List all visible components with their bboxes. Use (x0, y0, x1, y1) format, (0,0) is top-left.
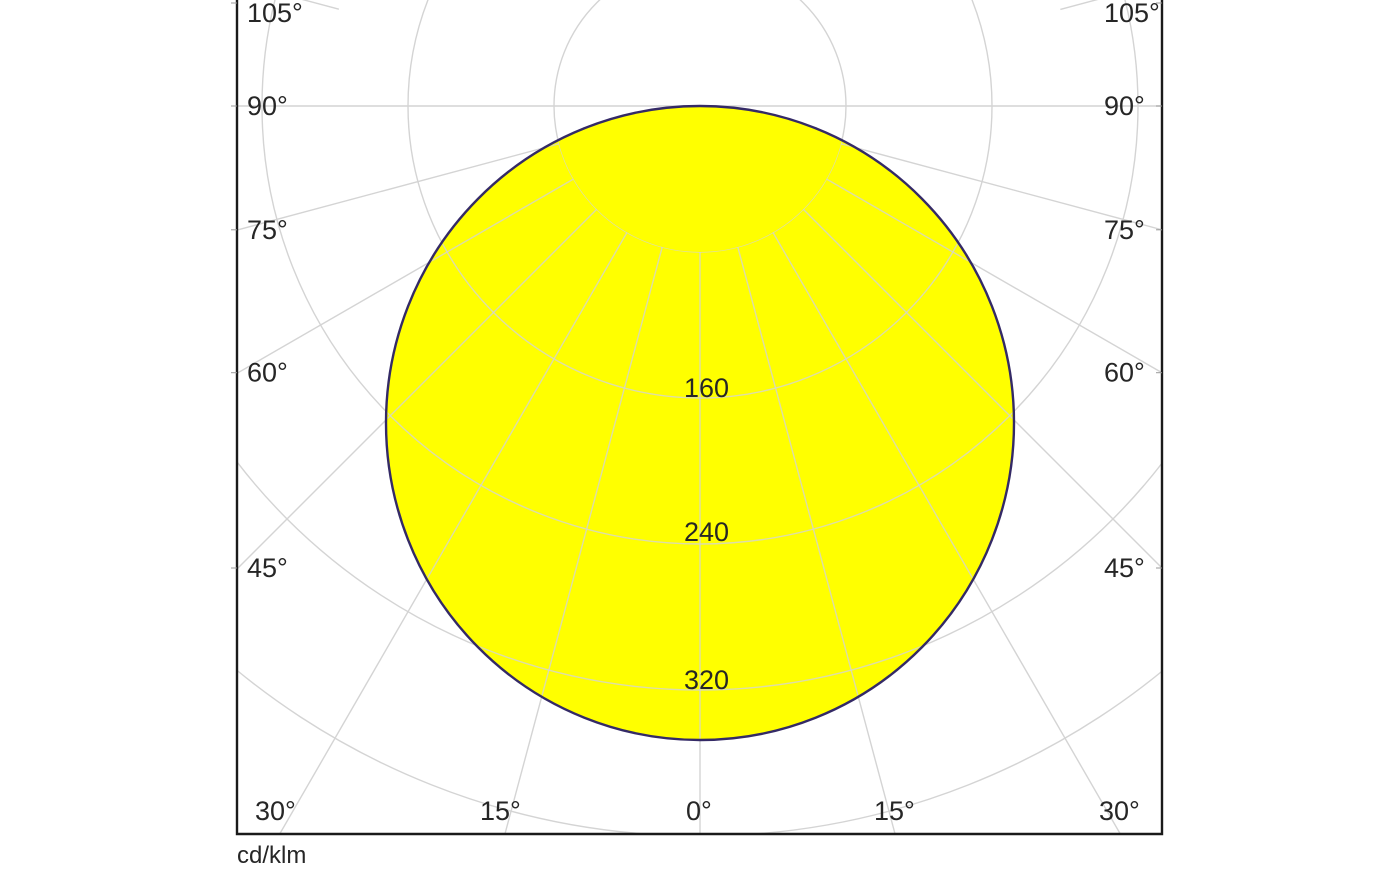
svg-text:160: 160 (684, 373, 729, 403)
svg-text:15°: 15° (874, 796, 915, 826)
svg-text:30°: 30° (1099, 796, 1140, 826)
svg-text:105°: 105° (247, 0, 303, 28)
svg-text:60°: 60° (247, 358, 288, 388)
svg-text:60°: 60° (1104, 358, 1145, 388)
svg-text:320: 320 (684, 665, 729, 695)
svg-text:30°: 30° (255, 796, 296, 826)
svg-text:45°: 45° (247, 553, 288, 583)
svg-text:105°: 105° (1104, 0, 1160, 28)
svg-text:90°: 90° (247, 91, 288, 121)
svg-text:45°: 45° (1104, 553, 1145, 583)
svg-text:90°: 90° (1104, 91, 1145, 121)
svg-text:0°: 0° (686, 796, 712, 826)
svg-text:15°: 15° (480, 796, 521, 826)
svg-text:240: 240 (684, 517, 729, 547)
svg-text:75°: 75° (247, 215, 288, 245)
svg-text:75°: 75° (1104, 215, 1145, 245)
